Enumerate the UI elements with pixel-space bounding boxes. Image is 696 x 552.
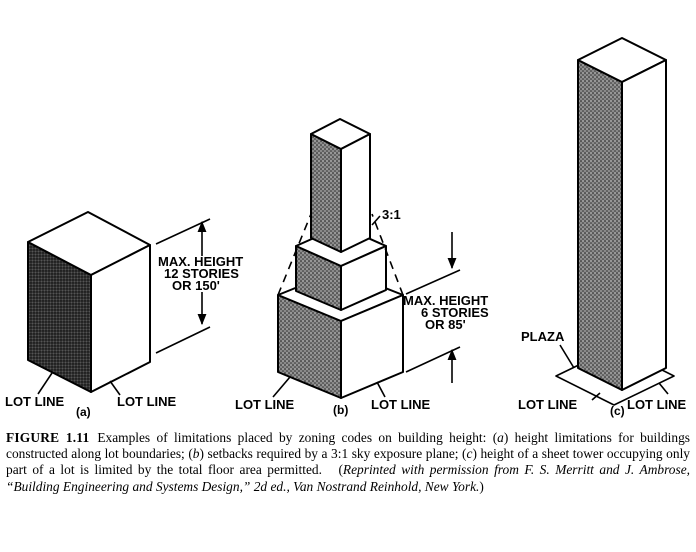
building-b-middle-side [340,245,387,311]
lot-line-label-c-right: LOT LINE [627,397,687,412]
lot-line-label-c-left: LOT LINE [518,397,578,412]
panel-a [27,211,151,393]
caption-marker-a: a [497,430,504,445]
credit-open: ( [338,462,343,478]
lot-line-label-b-right: LOT LINE [371,397,431,412]
panel-b [277,118,404,399]
lot-line-leaders-a [37,372,121,396]
height-label-a-line1: MAX. HEIGHT [158,254,243,269]
height-label-a-line3: OR 150' [172,278,220,293]
height-label-b-line3: OR 85' [425,317,466,332]
plaza-label-c: PLAZA [521,329,565,344]
panel-c [555,37,675,406]
lot-line-leaders-b [272,376,386,398]
lot-line-label-a-left: LOT LINE [5,394,65,409]
figure-caption: FIGURE 1.11 Examples of limitations place… [6,430,690,495]
building-b-base-side [340,294,404,399]
lot-line-label-a-right: LOT LINE [117,394,177,409]
zoning-figure: MAX. HEIGHT 12 STORIES OR 150' LOT LINE … [5,37,687,419]
figure-number: FIGURE 1.11 [6,430,90,445]
lot-line-leaders-c [591,382,669,401]
sky-exposure-plane-b [277,213,404,296]
caption-marker-c: c [466,446,473,462]
height-label-b-line2: 6 STORIES [421,305,489,320]
building-a-side-face [90,244,151,393]
height-dimension-b [405,232,461,383]
height-label-a-line2: 12 STORIES [164,266,239,281]
caption-text-1: Examples of limitations placed by zoning… [97,430,498,445]
tower-c-front [577,59,623,391]
caption-text-2: ) height limitations for buildings const… [6,430,690,462]
caption-text-3: ) setbacks required by a 3:1 sky exposur… [199,446,467,462]
caption-text-4: ) height of a sheet tower occupying only… [6,446,690,478]
plaza-leader-c [559,344,575,369]
lot-line-label-b-left: LOT LINE [235,397,295,412]
building-b-tower-front [310,133,342,253]
height-dimension-a [155,218,211,354]
caption-marker-b: b [192,446,200,462]
height-label-b-line1: MAX. HEIGHT [403,293,488,308]
panel-label-a: (a) [76,405,91,419]
panel-label-c: (c) [610,404,625,418]
slope-label-b: 3:1 [382,207,401,222]
building-b-tower-side [340,133,371,253]
tower-c-side [621,59,667,391]
caption-credit: Reprinted with permission from F. S. Mer… [6,462,690,494]
slope-leader-b [371,215,381,226]
panel-label-b: (b) [333,403,348,417]
credit-close: ) [479,478,484,494]
